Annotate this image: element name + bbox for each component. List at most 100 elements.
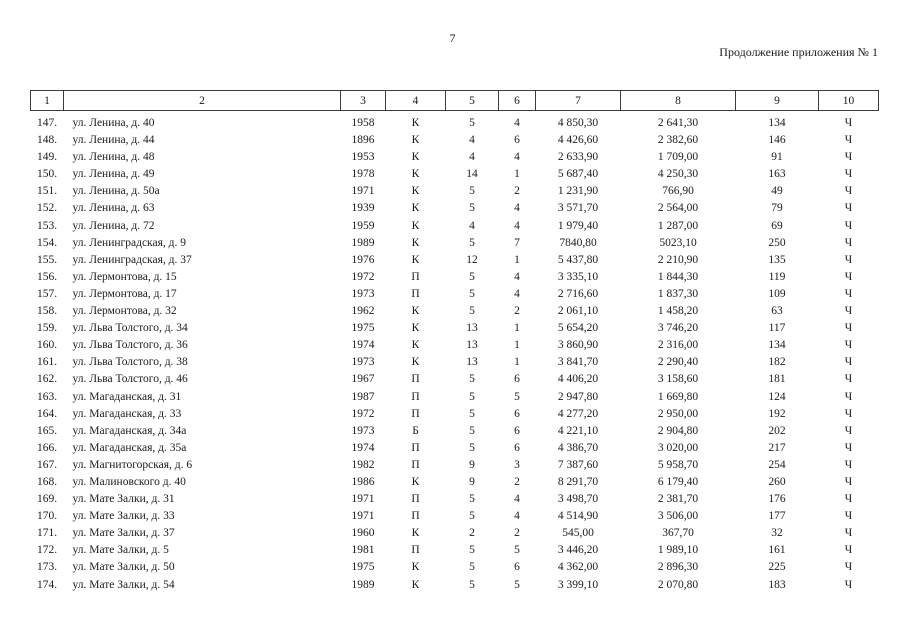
total-area-cell: 2 947,80 (557, 390, 599, 403)
floors-cell: 4 (469, 151, 475, 164)
address-cell: ул. Магаданская, д. 34а (72, 424, 187, 437)
wall-material-cell: П (411, 287, 420, 300)
address-cell: ул. Ленинградская, д. 37 (72, 253, 192, 266)
table-row: 156. ул. Лермонтова, д. 15 1972 П 5 4 3 … (31, 269, 879, 286)
year-built-cell: 1939 (351, 202, 375, 215)
row-index-cell: 159. (36, 322, 58, 335)
floors-cell: 5 (469, 424, 475, 437)
year-built-cell: 1989 (351, 236, 375, 249)
ownership-mark-cell: Ч (844, 493, 853, 506)
residents-count-cell: 254 (768, 458, 786, 471)
entrances-cell: 4 (514, 287, 520, 300)
ownership-mark-cell: Ч (844, 544, 853, 557)
total-area-cell: 4 406,20 (557, 373, 599, 386)
wall-material-cell: К (411, 305, 420, 318)
year-built-cell: 1967 (351, 373, 375, 386)
ownership-mark-cell: Ч (844, 510, 853, 523)
ownership-mark-cell: Ч (844, 390, 853, 403)
total-area-cell: 4 514,90 (557, 510, 599, 523)
residents-count-cell: 91 (771, 151, 783, 164)
entrances-cell: 2 (514, 527, 520, 540)
entrances-cell: 4 (514, 151, 520, 164)
ownership-mark-cell: Ч (844, 322, 853, 335)
floors-cell: 5 (469, 270, 475, 283)
entrances-cell: 4 (514, 510, 520, 523)
residents-count-cell: 69 (771, 219, 783, 232)
table-row: 159. ул. Льва Толстого, д. 34 1975 К 1 3 … (31, 320, 879, 337)
row-index-cell: 170. (36, 510, 58, 523)
continuation-note: Продолжение приложения № 1 (719, 45, 878, 59)
table-row: 173. ул. Мате Залки, д. 50 1975 К 5 6 4 … (31, 559, 879, 576)
entrances-cell: 6 (514, 441, 520, 454)
floors-cell: 5 (469, 441, 475, 454)
column-header-cell: 9 (735, 90, 819, 111)
table-row: 152. ул. Ленина, д. 63 1939 К 5 4 3 571,… (31, 200, 879, 217)
living-area-cell: 3 506,00 (657, 510, 699, 523)
wall-material-cell: К (411, 339, 420, 352)
address-cell: ул. Ленина, д. 72 (72, 219, 155, 232)
living-area-cell: 4 250,30 (657, 168, 699, 181)
table-row: 172. ул. Мате Залки, д. 5 1981 П 5 5 3 4… (31, 542, 879, 559)
row-index-cell: 172. (36, 544, 58, 557)
living-area-cell: 3 020,00 (657, 441, 699, 454)
residents-count-cell: 177 (768, 510, 786, 523)
year-built-cell: 1972 (351, 407, 375, 420)
address-cell: ул. Мате Залки, д. 5 (72, 544, 169, 557)
address-cell: ул. Лермонтова, д. 15 (72, 270, 177, 283)
row-index-cell: 164. (36, 407, 58, 420)
year-built-cell: 1960 (351, 527, 375, 540)
entrances-cell: 5 (514, 390, 520, 403)
table-header: 1 2 3 4 5 6 7 8 9 10 (30, 90, 879, 111)
ownership-mark-cell: Ч (844, 561, 853, 574)
row-index-cell: 160. (36, 339, 58, 352)
entrances-cell: 4 (514, 493, 520, 506)
table-row: 164. ул. Магаданская, д. 33 1972 П 5 6 4… (31, 406, 879, 423)
table-row: 154. ул. Ленинградская, д. 9 1989 К 5 7 … (31, 235, 879, 252)
residents-count-cell: 192 (768, 407, 786, 420)
address-cell: ул. Мате Залки, д. 50 (72, 561, 175, 574)
residents-count-cell: 79 (771, 202, 783, 215)
column-header-cell: 2 (63, 90, 341, 111)
total-area-cell: 2 061,10 (557, 305, 599, 318)
table-row: 157. ул. Лермонтова, д. 17 1973 П 5 4 2 … (31, 286, 879, 303)
wall-material-cell: К (411, 236, 420, 249)
living-area-cell: 2 896,30 (657, 561, 699, 574)
entrances-cell: 2 (514, 185, 520, 198)
table-row: 160. ул. Льва Толстого, д. 36 1974 К 1 3 … (31, 337, 879, 354)
entrances-cell: 6 (514, 373, 520, 386)
year-built-cell: 1896 (351, 134, 375, 147)
ownership-mark-cell: Ч (844, 270, 853, 283)
ownership-mark-cell: Ч (844, 441, 853, 454)
total-area-cell: 2 633,90 (557, 151, 599, 164)
entrances-cell: 6 (514, 424, 520, 437)
address-cell: ул. Магаданская, д. 33 (72, 407, 182, 420)
residents-count-cell: 163 (768, 168, 786, 181)
row-index-cell: 168. (36, 475, 58, 488)
wall-material-cell: К (411, 356, 420, 369)
total-area-cell: 3 841,70 (557, 356, 599, 369)
year-built-cell: 1978 (351, 168, 375, 181)
floors-cell: 5 (469, 493, 475, 506)
residents-count-cell: 32 (771, 527, 783, 540)
year-built-cell: 1987 (351, 390, 375, 403)
ownership-mark-cell: Ч (844, 151, 853, 164)
address-cell: ул. Льва Толстого, д. 34 (72, 322, 188, 335)
total-area-cell: 4 362,00 (557, 561, 599, 574)
residents-count-cell: 182 (768, 356, 786, 369)
total-area-cell: 7 387,60 (557, 458, 599, 471)
living-area-cell: 3 158,60 (657, 373, 699, 386)
ownership-mark-cell: Ч (844, 202, 853, 215)
year-built-cell: 1973 (351, 424, 375, 437)
table-row: 149. ул. Ленина, д. 48 1953 К 4 4 2 633,… (31, 149, 879, 166)
floors-cell: 5 (469, 117, 475, 129)
total-area-cell: 4 277,20 (557, 407, 599, 420)
total-area-cell: 4 221,10 (557, 424, 599, 437)
floors-cell: 5 (469, 561, 475, 574)
floors-cell: 5 (469, 544, 475, 557)
total-area-cell: 1 231,90 (557, 185, 599, 198)
residents-count-cell: 260 (768, 475, 786, 488)
floors-cell: 13 (466, 322, 478, 335)
total-area-cell: 3 860,90 (557, 339, 599, 352)
residents-count-cell: 202 (768, 424, 786, 437)
wall-material-cell: К (411, 253, 420, 266)
